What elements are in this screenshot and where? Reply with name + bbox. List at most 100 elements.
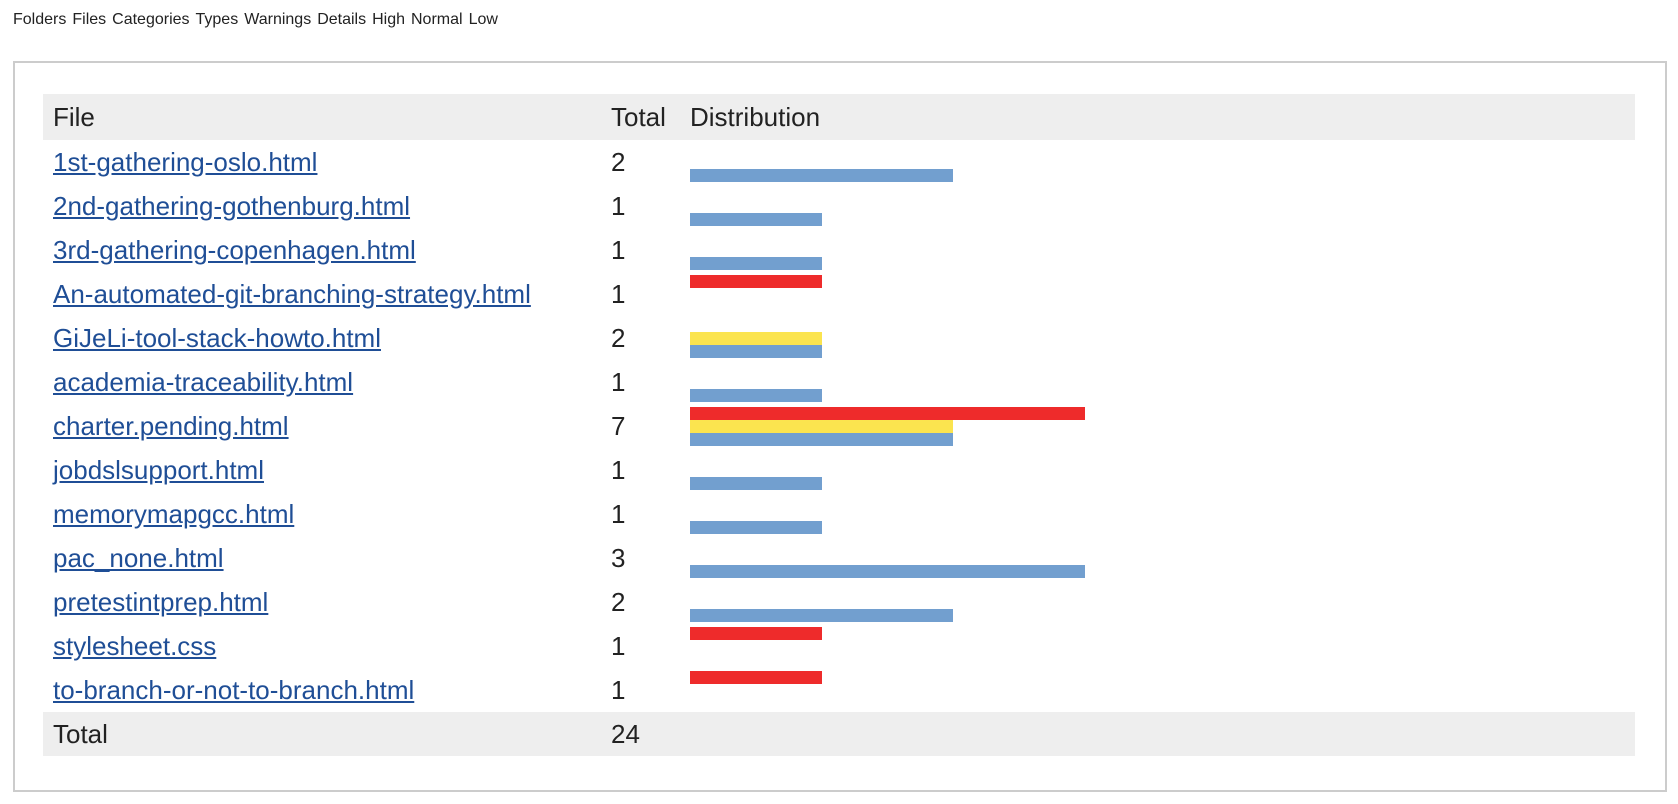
distribution-cell [680,140,1635,184]
file-link[interactable]: GiJeLi-tool-stack-howto.html [53,322,381,353]
distribution-bar [690,319,1635,358]
header-cell: Distribution [690,101,821,132]
distribution-cell [680,272,1635,316]
bar-segment-low [690,432,954,446]
file-link[interactable]: 3rd-gathering-copenhagen.html [53,234,416,265]
total-cell: 3 [611,542,626,573]
files-table: File Total Distribution 1st-gathering-os… [43,94,1635,756]
total-cell: 1 [611,366,626,397]
distribution-cell [680,492,1635,536]
distribution-bar [690,626,1635,666]
distribution-cell [680,228,1635,272]
total-cell: 1 [611,234,626,265]
file-cell: stylesheet.css [43,624,601,668]
file-link[interactable]: charter.pending.html [53,410,289,441]
tab[interactable]: Details [317,11,367,28]
bar-segment-low [690,212,822,226]
footer-total: 24 [611,718,640,749]
distribution-bar [690,143,1635,182]
tab[interactable]: Types [195,11,239,28]
total-cell: 1 [611,454,626,485]
file-cell: pretestintprep.html [43,580,601,624]
bar-segment-high [690,626,822,640]
bar-segment-low [690,256,822,270]
file-cell: 3rd-gathering-copenhagen.html [43,228,601,272]
total-cell: 2 [611,586,626,617]
table-row: pac_none.html 3 [43,536,1635,580]
tab[interactable]: High [372,11,405,28]
total-cell: 1 [611,630,626,661]
tab[interactable]: Files [72,11,107,28]
distribution-cell [680,404,1635,448]
header-row: File Total Distribution [43,94,1635,140]
total-cell: 2 [611,322,626,353]
table-row: pretestintprep.html 2 [43,580,1635,624]
total-cell: 1 [611,278,626,309]
bar-segment-low [690,520,822,534]
total-cell: 1 [611,674,626,705]
tab[interactable]: Folders [13,11,67,28]
distribution-bar [690,539,1635,578]
distribution-cell [680,184,1635,228]
file-cell: 1st-gathering-oslo.html [43,140,601,184]
table-row: GiJeLi-tool-stack-howto.html 2 [43,316,1635,360]
bar-segment-high [690,406,1085,420]
table-row: An-automated-git-branching-strategy.html… [43,272,1635,316]
bar-segment-low [690,344,822,358]
file-link[interactable]: 2nd-gathering-gothenburg.html [53,190,411,221]
file-cell: GiJeLi-tool-stack-howto.html [43,316,601,360]
footer-row: Total 24 [43,712,1635,756]
bar-segment-normal [690,331,822,345]
distribution-bar [690,231,1635,270]
file-link[interactable]: pretestintprep.html [53,586,269,617]
distribution-cell [680,536,1635,580]
footer-empty [680,712,1635,756]
table-row: jobdslsupport.html 1 [43,448,1635,492]
distribution-cell [680,448,1635,492]
distribution-cell [680,316,1635,360]
file-link[interactable]: stylesheet.css [53,630,217,661]
distribution-cell [680,668,1635,712]
bar-segment-low [690,608,954,622]
file-link[interactable]: to-branch-or-not-to-branch.html [53,674,415,705]
file-cell: jobdslsupport.html [43,448,601,492]
total-cell: 7 [611,410,626,441]
bar-segment-low [690,564,1085,578]
table-row: 3rd-gathering-copenhagen.html 1 [43,228,1635,272]
panel [13,61,1667,792]
table-row: 2nd-gathering-gothenburg.html 1 [43,184,1635,228]
distribution-bar [690,187,1635,226]
tab[interactable]: Warnings [244,11,312,28]
header-cell: File [53,101,95,132]
file-link[interactable]: academia-traceability.html [53,366,354,397]
bar-segment-normal [690,419,954,433]
tab[interactable]: Low [468,11,498,28]
bar-segment-high [690,274,822,288]
file-cell: to-branch-or-not-to-branch.html [43,668,601,712]
bar-segment-low [690,168,954,182]
distribution-bar [690,583,1635,622]
total-cell: 2 [611,146,626,177]
bar-segment-high [690,670,822,684]
total-cell: 1 [611,190,626,221]
file-link[interactable]: An-automated-git-branching-strategy.html [53,278,531,309]
distribution-bar [690,495,1635,534]
distribution-bar [690,451,1635,490]
tab[interactable]: Normal [411,11,463,28]
distribution-cell [680,624,1635,668]
file-link[interactable]: 1st-gathering-oslo.html [53,146,318,177]
header-cell: Total [611,101,666,132]
file-link[interactable]: jobdslsupport.html [53,454,264,485]
table-row: charter.pending.html 7 [43,404,1635,448]
distribution-cell [680,580,1635,624]
file-link[interactable]: memorymapgcc.html [53,498,295,529]
distribution-bar [690,274,1635,314]
tab[interactable]: Categories [112,11,190,28]
distribution-bar [690,406,1635,446]
table-body: 1st-gathering-oslo.html 2 2nd-gathering-go… [43,140,1635,712]
file-link[interactable]: pac_none.html [53,542,224,573]
file-cell: 2nd-gathering-gothenburg.html [43,184,601,228]
file-cell: academia-traceability.html [43,360,601,404]
footer-label: Total [53,718,108,749]
total-cell: 1 [611,498,626,529]
